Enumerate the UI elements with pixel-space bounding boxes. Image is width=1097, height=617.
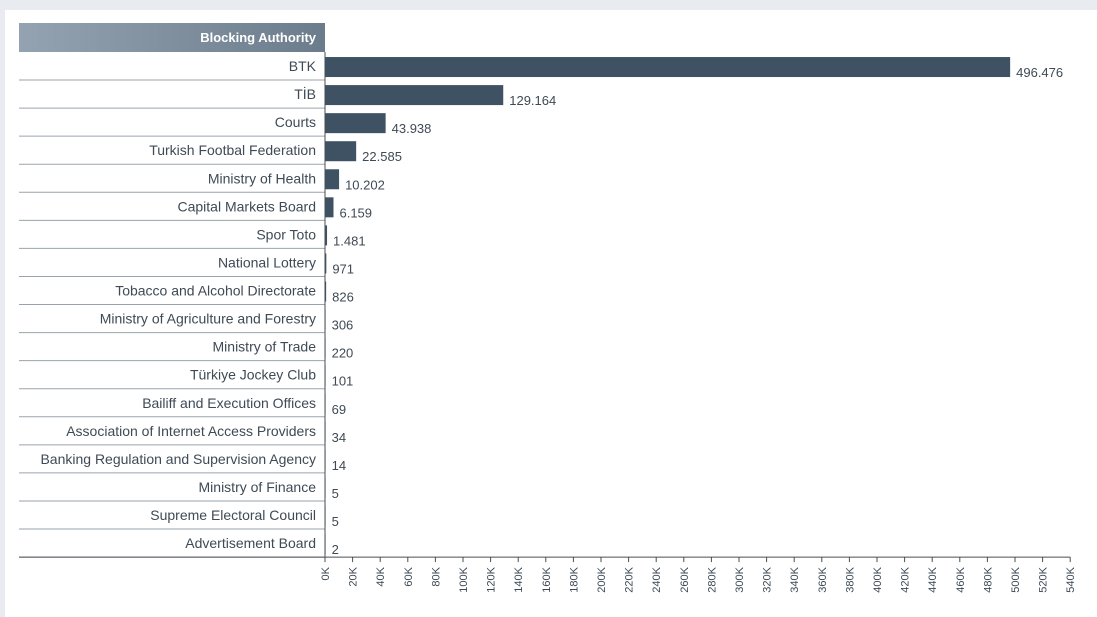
bar bbox=[325, 141, 357, 162]
value-label: 2 bbox=[332, 542, 339, 557]
value-label: 43.938 bbox=[392, 121, 432, 136]
category-label: Spor Toto bbox=[256, 226, 316, 242]
x-tick-label: 200K bbox=[596, 566, 608, 592]
category-label: Ministry of Health bbox=[208, 170, 316, 186]
value-label: 1.481 bbox=[333, 233, 366, 248]
x-tick-label: 120K bbox=[486, 566, 498, 592]
value-label: 129.164 bbox=[509, 93, 556, 108]
chart-panel: Blocking Authority BTK TİB Courts Turkish F… bbox=[5, 10, 1097, 617]
value-label: 220 bbox=[332, 346, 354, 361]
value-label: 101 bbox=[332, 374, 354, 389]
x-tick-label: 160K bbox=[541, 566, 553, 592]
value-label: 5 bbox=[332, 514, 339, 529]
rows-layer: BTK TİB Courts Turkish Footbal Federation Mi… bbox=[19, 58, 325, 558]
x-tick-label: 320K bbox=[762, 566, 774, 592]
value-label: 6.159 bbox=[339, 205, 372, 220]
x-tick-label: 500K bbox=[1010, 566, 1022, 592]
value-label: 826 bbox=[332, 290, 354, 305]
bar bbox=[325, 253, 327, 274]
x-tick-label: 240K bbox=[651, 566, 663, 592]
bar bbox=[325, 85, 504, 106]
category-label: Association of Internet Access Providers bbox=[66, 423, 316, 439]
bar bbox=[325, 169, 340, 190]
x-tick-label: 40K bbox=[375, 566, 387, 586]
x-tick-label: 340K bbox=[789, 566, 801, 592]
bar bbox=[325, 225, 328, 246]
column-header-label: Blocking Authority bbox=[200, 30, 317, 45]
x-tick-label: 440K bbox=[927, 566, 939, 592]
category-label: Courts bbox=[275, 114, 316, 130]
category-label: Ministry of Trade bbox=[213, 339, 317, 355]
bar bbox=[325, 281, 327, 302]
x-tick-label: 60K bbox=[403, 566, 415, 586]
value-label: 14 bbox=[332, 458, 346, 473]
category-label: Supreme Electoral Council bbox=[150, 507, 316, 523]
x-tick-label: 300K bbox=[734, 566, 746, 592]
category-label: TİB bbox=[294, 85, 316, 102]
value-label: 306 bbox=[332, 318, 354, 333]
category-label: Bailiff and Execution Offices bbox=[142, 395, 316, 411]
value-label: 5 bbox=[332, 486, 339, 501]
category-label: BTK bbox=[289, 58, 317, 74]
category-label: Banking Regulation and Supervision Agenc… bbox=[40, 451, 316, 467]
x-tick-label: 460K bbox=[955, 566, 967, 592]
bar bbox=[325, 113, 386, 134]
x-tick-label: 360K bbox=[817, 566, 829, 592]
category-label: Tobacco and Alcohol Directorate bbox=[115, 283, 316, 299]
x-tick-label: 220K bbox=[624, 566, 636, 592]
category-label: Ministry of Agriculture and Forestry bbox=[100, 311, 316, 327]
value-label: 69 bbox=[332, 402, 346, 417]
x-axis: 0K 20K 40K 60K 80K 100K 120K 140K 160K 180K 200K 22… bbox=[19, 52, 1077, 593]
x-tick-label: 20K bbox=[348, 566, 360, 586]
category-label: Turkish Footbal Federation bbox=[149, 142, 316, 158]
category-label: Ministry of Finance bbox=[199, 479, 317, 495]
value-label: 496.476 bbox=[1016, 65, 1063, 80]
x-tick-label: 100K bbox=[458, 566, 470, 592]
x-tick-label: 520K bbox=[1038, 566, 1050, 592]
x-tick-label: 0K bbox=[320, 566, 332, 580]
bars-layer: 496.476 129.164 43.938 22.585 10.202 6.159 1.4… bbox=[325, 57, 1063, 557]
x-tick-label: 260K bbox=[679, 566, 691, 592]
category-label: National Lottery bbox=[218, 254, 316, 270]
x-tick-label: 140K bbox=[513, 566, 525, 592]
x-tick-label: 180K bbox=[568, 566, 580, 592]
x-tick-label: 380K bbox=[844, 566, 856, 592]
value-label: 34 bbox=[332, 430, 346, 445]
x-tick-label: 540K bbox=[1065, 566, 1077, 592]
bar bbox=[325, 57, 1011, 78]
category-label: Capital Markets Board bbox=[177, 198, 316, 214]
x-tick-label: 400K bbox=[872, 566, 884, 592]
x-tick-label: 420K bbox=[900, 566, 912, 592]
column-header-bg bbox=[19, 23, 325, 52]
value-label: 10.202 bbox=[345, 177, 385, 192]
x-tick-label: 480K bbox=[982, 566, 994, 592]
value-label: 22.585 bbox=[362, 149, 402, 164]
category-label: Türkiye Jockey Club bbox=[190, 367, 316, 383]
bar bbox=[325, 197, 334, 218]
value-label: 971 bbox=[332, 261, 354, 276]
x-tick-label: 80K bbox=[430, 566, 442, 586]
x-tick-label: 280K bbox=[706, 566, 718, 592]
category-label: Advertisement Board bbox=[185, 535, 316, 551]
bar-chart: Blocking Authority BTK TİB Courts Turkish F… bbox=[19, 23, 1077, 593]
